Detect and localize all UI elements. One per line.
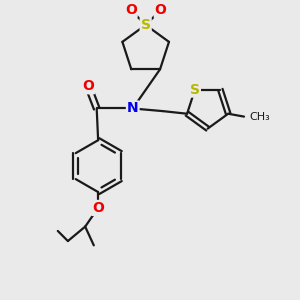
Text: S: S [141, 18, 151, 32]
Text: O: O [92, 201, 104, 215]
Text: O: O [82, 79, 94, 93]
Text: O: O [125, 3, 136, 17]
Text: CH₃: CH₃ [249, 112, 270, 122]
Text: S: S [190, 82, 200, 97]
Text: O: O [155, 3, 167, 17]
Text: N: N [127, 101, 139, 116]
